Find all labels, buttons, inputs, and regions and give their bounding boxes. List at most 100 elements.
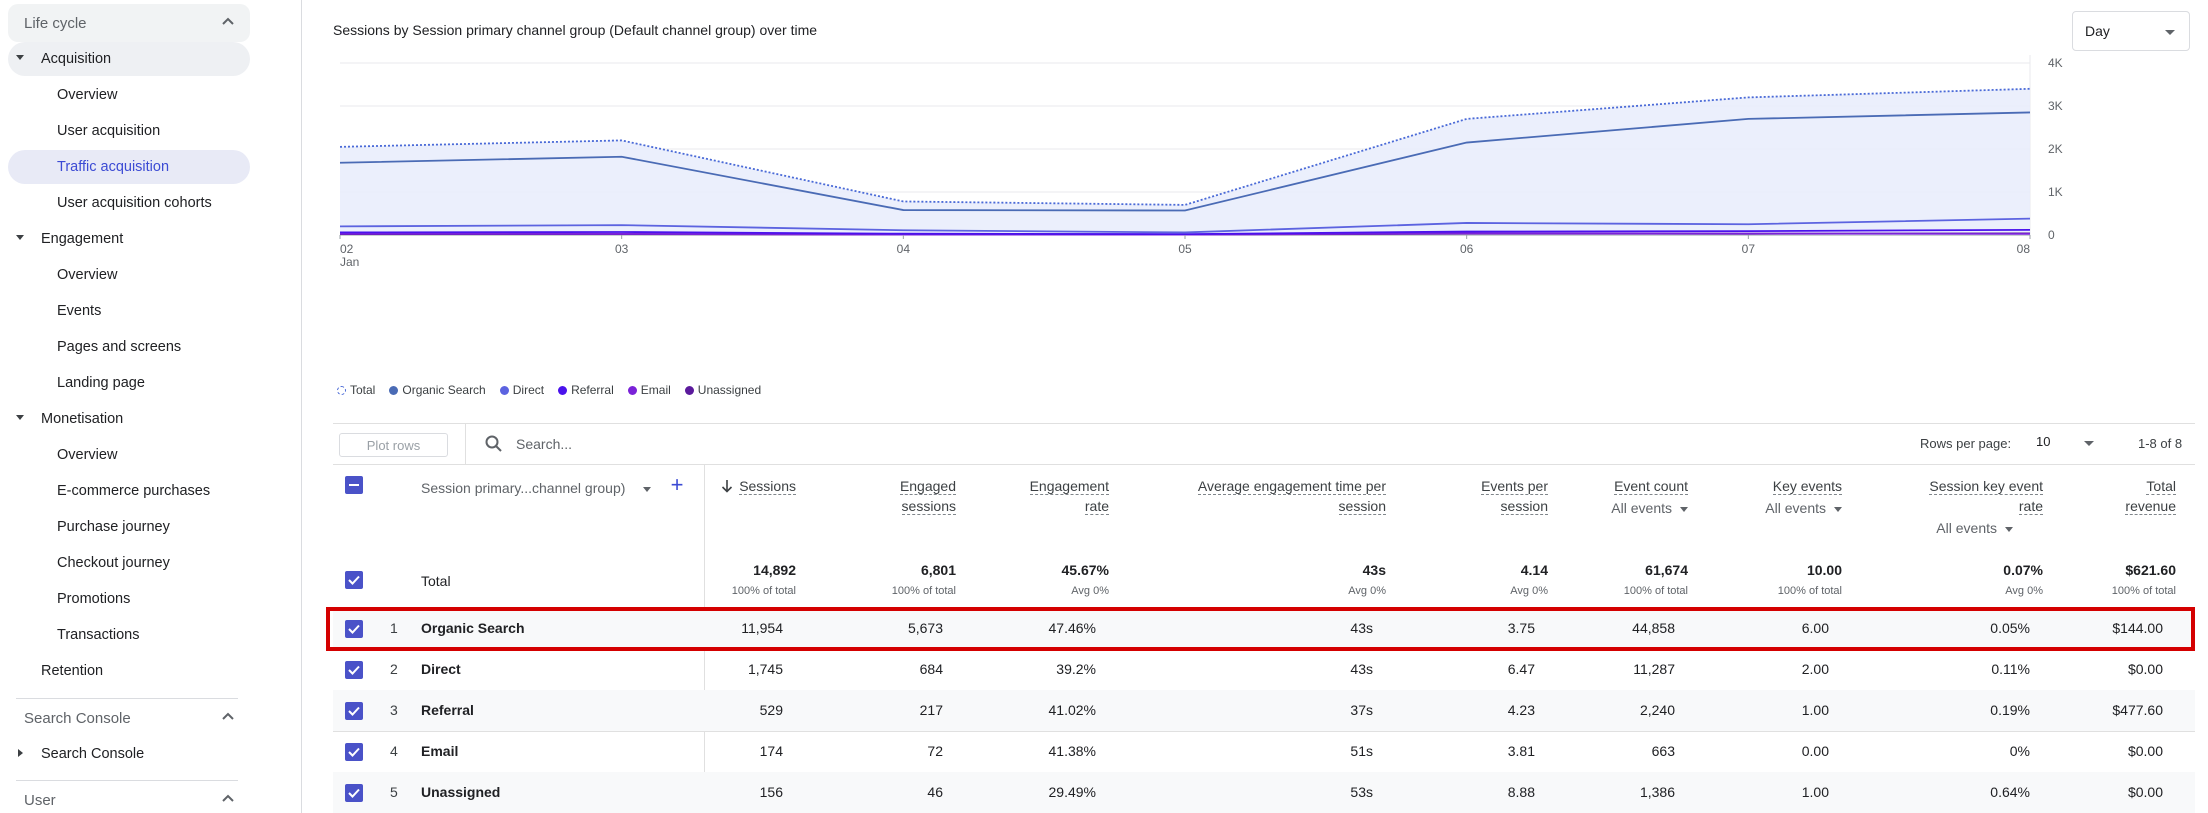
add-dimension-icon[interactable]: + [670,472,684,497]
table-cell: 72 [927,743,943,759]
sidebar-item-checkout-journey[interactable]: Checkout journey [8,546,250,580]
x-tick-label: 08 [2017,242,2031,256]
column-header-events-per-session[interactable]: Events per session [1481,476,1548,516]
y-tick-label: 3K [2048,99,2063,113]
section-life-cycle[interactable]: Life cycle [8,4,250,42]
interval-select[interactable]: Day [2072,11,2190,51]
sidebar-item-transactions[interactable]: Transactions [8,618,250,652]
table-cell: 0.11% [1991,661,2030,677]
x-tick-label: 02 [340,242,354,256]
sidebar-item-label: Search Console [41,746,145,762]
dropdown-arrow-icon [2005,526,2013,532]
table-divider [333,464,2195,465]
sidebar-item-user-acquisition-cohorts[interactable]: User acquisition cohorts [8,186,250,220]
event-filter-select[interactable]: All events [1611,498,1688,518]
row-checkbox[interactable] [345,743,363,761]
row-dimension-value[interactable]: Email [421,743,459,759]
sidebar-item-promotions[interactable]: Promotions [8,582,250,616]
table-cell: 29.49% [1048,784,1096,800]
event-filter-select[interactable]: All events [1929,518,2013,538]
dimension-header[interactable]: Session primary...channel group) [421,480,626,496]
total-value: 4.14 [1520,562,1548,578]
sidebar-item-ecommerce-purchases[interactable]: E-commerce purchases [8,474,250,508]
chevron-up-icon[interactable] [220,14,236,30]
table-row[interactable]: 3 Referral 529 217 41.02% 37s 4.23 2,240 1.00 0.1… [333,690,2195,731]
total-row-checkbox[interactable] [345,571,363,589]
row-dimension-value[interactable]: Organic Search [421,620,525,636]
row-checkbox[interactable] [345,661,363,679]
dropdown-arrow-icon[interactable] [643,487,651,492]
legend-label: Direct [512,383,545,397]
event-filter-select[interactable]: All events [1765,498,1842,518]
section-user[interactable]: User [8,781,250,813]
table-cell: 0.19% [1990,702,2030,718]
column-header-total-revenue[interactable]: Total revenue [2125,476,2176,516]
legend-item-unassigned[interactable]: Unassigned [684,383,761,397]
row-dimension-value[interactable]: Referral [421,702,474,718]
table-row[interactable]: 2 Direct 1,745 684 39.2% 43s 6.47 11,287 2.00 0.1… [333,649,2195,690]
sidebar-item-monetisation[interactable]: Monetisation [8,402,250,436]
column-header-event-count[interactable]: Event count All events [1611,476,1688,518]
sort-descending-icon[interactable] [720,478,734,494]
search-input[interactable] [516,436,816,452]
column-header-engaged-sessions[interactable]: Engaged sessions [899,476,956,516]
legend-item-referral[interactable]: Referral [558,383,614,397]
select-all-checkbox[interactable] [345,476,363,494]
sidebar-divider [16,698,238,699]
sidebar-item-purchase-journey[interactable]: Purchase journey [8,510,250,544]
column-header-sessions[interactable]: Sessions [739,476,796,496]
row-dimension-value[interactable]: Direct [421,661,461,677]
rows-per-page-select[interactable]: 10 [2036,434,2100,454]
legend-label: Referral [571,383,614,397]
sidebar-item-retention[interactable]: Retention [8,654,250,688]
chart-title: Sessions by Session primary channel grou… [333,22,818,38]
chevron-up-icon[interactable] [220,791,236,807]
sidebar-item-acquisition-overview[interactable]: Overview [8,78,250,112]
row-dimension-value[interactable]: Unassigned [421,784,501,800]
total-subtext: Avg 0% [1348,585,1386,597]
sidebar-item-label: Checkout journey [57,555,170,571]
sidebar-item-engagement-overview[interactable]: Overview [8,258,250,292]
table-cell: 6.00 [1801,620,1829,636]
table-row[interactable]: 1 Organic Search 11,954 5,673 47.46% 43s 3.75 4… [333,608,2195,649]
event-filter-label: All events [1765,500,1826,516]
plot-rows-button[interactable]: Plot rows [339,433,448,457]
column-header-avg-engagement-time[interactable]: Average engagement time per session [1197,476,1386,516]
table-cell: 41.02% [1048,702,1096,718]
column-header-engagement-rate[interactable]: Engagement rate [1029,476,1109,516]
sidebar-item-monetisation-overview[interactable]: Overview [8,438,250,472]
sidebar-item-events[interactable]: Events [8,294,250,328]
table-cell: 41.38% [1048,743,1096,759]
chart-lines [339,87,2031,236]
sidebar-item-landing-page[interactable]: Landing page [8,366,250,400]
legend-item-total[interactable]: Total [337,383,375,397]
table-divider [333,423,2195,424]
table-row[interactable]: 4 Email 174 72 41.38% 51s 3.81 663 0.00 0% $0.00 [333,731,2195,772]
sidebar-item-engagement[interactable]: Engagement [8,222,250,256]
sidebar-item-user-acquisition[interactable]: User acquisition [8,114,250,148]
table-cell: $0.00 [2127,661,2163,677]
legend-item-direct[interactable]: Direct [499,383,545,397]
table-row[interactable]: 5 Unassigned 156 46 29.49% 53s 8.88 1,386 1.00 0.… [333,772,2195,813]
sidebar-item-acquisition[interactable]: Acquisition [8,42,250,76]
column-header-label: rate [2018,498,2043,515]
sidebar-item-search-console[interactable]: Search Console [8,737,250,771]
sidebar-item-traffic-acquisition[interactable]: Traffic acquisition [8,150,250,184]
legend-dot-icon [389,385,399,395]
section-search-console[interactable]: Search Console [8,699,250,737]
sidebar-item-label: Overview [57,267,118,283]
row-checkbox[interactable] [345,784,363,802]
expand-arrow-icon [16,235,24,240]
column-header-session-key-event-rate[interactable]: Session key event rate All events [1929,476,2043,538]
row-checkbox[interactable] [345,702,363,720]
legend-item-organic-search[interactable]: Organic Search [389,383,486,397]
x-sublabel: Jan [340,255,359,269]
total-value: 10.00 [1806,562,1842,578]
sidebar-item-pages-and-screens[interactable]: Pages and screens [8,330,250,364]
table-cell: $144.00 [2112,620,2163,636]
row-checkbox[interactable] [345,620,363,638]
series-line-direct [339,217,2031,234]
column-header-key-events[interactable]: Key events All events [1765,476,1842,518]
legend-item-email[interactable]: Email [627,383,671,397]
chevron-up-icon[interactable] [220,709,236,725]
